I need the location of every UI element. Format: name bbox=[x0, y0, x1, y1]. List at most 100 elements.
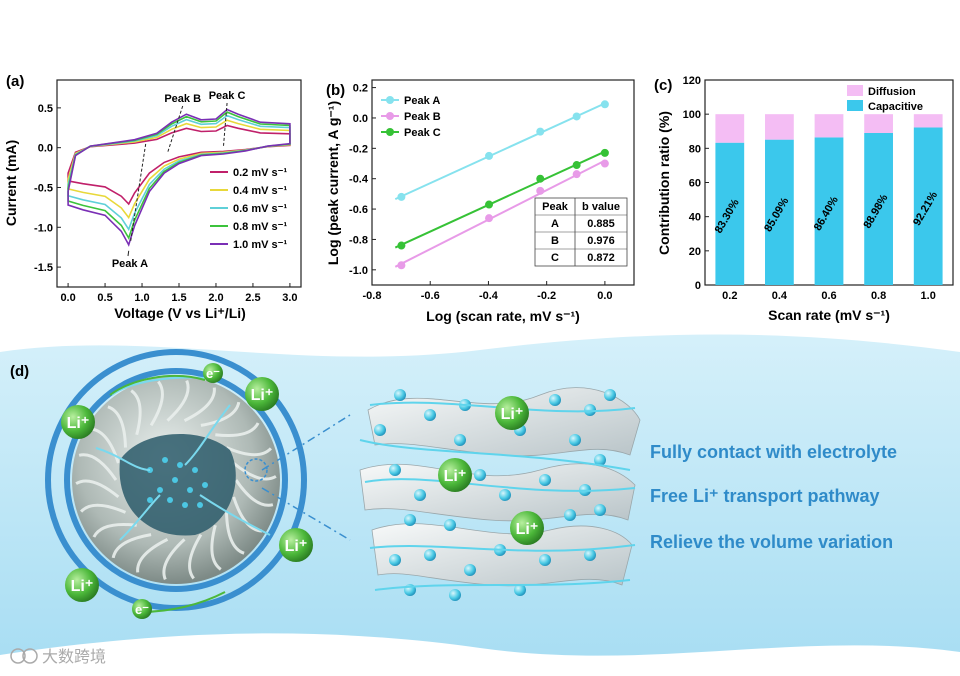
plot-b-ytick-label: -0.2 bbox=[349, 143, 368, 155]
plot-a-ytick-label: 0.5 bbox=[38, 103, 53, 115]
plot-c-xtick-label: 0.4 bbox=[772, 290, 788, 302]
li-ion-label: Li⁺ bbox=[516, 521, 539, 538]
data-point bbox=[485, 151, 494, 160]
li-path-arrow bbox=[199, 494, 271, 536]
electrolyte-ball bbox=[444, 519, 456, 531]
zoom-line-bottom bbox=[261, 487, 351, 541]
nanosheet-fold bbox=[136, 538, 169, 573]
plot-a-annotations: Peak A Peak B Peak C bbox=[112, 90, 246, 270]
plot-b-xtick-label: -0.6 bbox=[421, 290, 440, 302]
plot-b-xlabel: Log (scan rate, mV s⁻¹) bbox=[426, 308, 580, 324]
li-ion bbox=[245, 377, 279, 411]
nanosheet-fold bbox=[232, 461, 277, 481]
bar-diffusion bbox=[765, 114, 794, 140]
li-ion-label: Li⁺ bbox=[251, 387, 274, 404]
plot-b-xtick-label: -0.4 bbox=[479, 290, 499, 302]
data-point bbox=[397, 192, 406, 201]
electrolyte-ball bbox=[514, 584, 526, 596]
nanosheet-fold bbox=[111, 533, 152, 559]
table-cell: 0.976 bbox=[587, 235, 615, 247]
plot-c-legend: Diffusion Capacitive bbox=[847, 85, 923, 113]
electrolyte-ball bbox=[499, 489, 511, 501]
panel-c: (c) 0 20 40 60 80 100 120 0.2 0.4 0.6 0.8 1.0 83.30… bbox=[654, 75, 954, 323]
annotation-peak-c: Peak C bbox=[209, 90, 246, 102]
panel-c-label: (c) bbox=[654, 77, 672, 94]
panel-a: (a) 0.0 0.5 1.0 1.5 2.0 2.5 3.0 0.5 0.0 -0.5 -1.0 -… bbox=[3, 73, 302, 321]
nanosheet-fold bbox=[149, 380, 164, 427]
plot-a-xtick-label: 2.0 bbox=[208, 292, 223, 304]
electrolyte-ball bbox=[394, 389, 406, 401]
electrolyte-ball bbox=[424, 409, 436, 421]
nanosheet-fold bbox=[188, 533, 203, 580]
nanosheet-fold bbox=[130, 389, 142, 436]
data-point bbox=[600, 100, 609, 109]
electrolyte-ball bbox=[539, 554, 551, 566]
bar-capacitive bbox=[913, 127, 943, 286]
nanosheet-fold bbox=[107, 405, 127, 448]
nanosheet-fold bbox=[75, 479, 120, 499]
li-ion bbox=[438, 458, 472, 492]
legend-label: Peak A bbox=[404, 95, 440, 107]
electrolyte-ball bbox=[584, 404, 596, 416]
plot-c-ytick-label: 120 bbox=[683, 75, 701, 87]
plot-a-ylabel: Current (mA) bbox=[3, 140, 19, 226]
fit-line bbox=[394, 102, 606, 201]
core-dot bbox=[167, 497, 173, 503]
plot-a-xtick-label: 2.5 bbox=[245, 292, 260, 304]
plot-a-xtick-label: 0.5 bbox=[97, 292, 112, 304]
bar-diffusion bbox=[814, 114, 844, 138]
plot-a-xtick-label: 0.0 bbox=[60, 292, 75, 304]
bar-capacitive bbox=[864, 132, 893, 285]
core-dot bbox=[177, 462, 183, 468]
data-point bbox=[600, 148, 609, 157]
watermark-logo-icon bbox=[10, 648, 26, 664]
table-header: b value bbox=[582, 201, 620, 213]
plot-b-ytick-label: 0.0 bbox=[353, 113, 368, 125]
nanosheet-fold bbox=[210, 524, 222, 571]
nanosheet-fold bbox=[225, 512, 245, 555]
zoom-path-arrow bbox=[359, 439, 631, 471]
plot-b-series bbox=[394, 100, 609, 270]
plot-b-ytick-label: -0.6 bbox=[349, 204, 368, 216]
nanosheet-fold bbox=[79, 503, 127, 514]
table-cell: 0.872 bbox=[587, 252, 615, 264]
electron-label: e⁻ bbox=[206, 366, 220, 381]
li-ion-label: Li⁺ bbox=[67, 415, 90, 432]
plot-c-bars: 83.30% 85.09% 86.40% 88.98% 92.21% bbox=[713, 114, 943, 286]
plot-b-ytick-label: -1.0 bbox=[349, 265, 368, 277]
bar-capacitive bbox=[765, 139, 794, 285]
fit-line bbox=[394, 150, 606, 249]
nanosheet-fold bbox=[200, 401, 241, 427]
plot-a-xtick-label: 3.0 bbox=[282, 292, 297, 304]
plot-c-ytick-label: 100 bbox=[683, 109, 701, 121]
data-point bbox=[572, 161, 581, 170]
nanosheet-fold bbox=[78, 453, 118, 481]
nanosheet-fold bbox=[234, 479, 274, 507]
li-path-arrow bbox=[119, 494, 161, 541]
electrolyte-ball bbox=[539, 474, 551, 486]
legend-swatch bbox=[847, 85, 863, 96]
plot-c-ytick-label: 40 bbox=[689, 212, 701, 224]
electrolyte-ball bbox=[549, 394, 561, 406]
table-header: Peak bbox=[542, 201, 569, 213]
bar-capacitive bbox=[715, 142, 745, 285]
li-ion bbox=[495, 396, 529, 430]
plot-c-xtick-label: 0.2 bbox=[722, 290, 737, 302]
annotation-dash bbox=[222, 102, 228, 148]
table-cell: C bbox=[551, 252, 559, 264]
electron-path bbox=[109, 374, 206, 396]
core-dot bbox=[202, 482, 208, 488]
table-cell: B bbox=[551, 235, 559, 247]
watermark-logo-icon-2 bbox=[22, 648, 38, 664]
electrolyte-ball bbox=[564, 509, 576, 521]
data-point bbox=[600, 159, 609, 168]
electron bbox=[132, 599, 152, 619]
electrolyte-ball bbox=[464, 564, 476, 576]
plot-b-ticks: -0.8 -0.6 -0.4 -0.2 0.0 0.2 0.0 -0.2 -0.4 -0.6 -0.… bbox=[349, 83, 613, 302]
plot-c-xlabel: Scan rate (mV s⁻¹) bbox=[768, 307, 890, 323]
table-cell: 0.885 bbox=[587, 218, 615, 230]
core-dot bbox=[197, 502, 203, 508]
annotation-arrow bbox=[127, 250, 130, 257]
annotation-peak-b: Peak B bbox=[164, 93, 201, 105]
core-dot bbox=[157, 487, 163, 493]
